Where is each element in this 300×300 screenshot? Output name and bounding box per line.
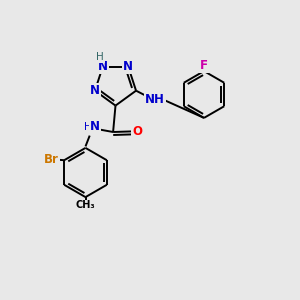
Text: N: N bbox=[90, 120, 100, 133]
Text: H: H bbox=[84, 122, 92, 132]
Text: NH: NH bbox=[145, 93, 165, 106]
Text: N: N bbox=[90, 84, 100, 97]
Text: N: N bbox=[123, 60, 133, 73]
Text: H: H bbox=[96, 52, 104, 62]
Text: N: N bbox=[98, 60, 108, 73]
Text: O: O bbox=[132, 125, 142, 138]
Text: Br: Br bbox=[44, 153, 59, 166]
Text: F: F bbox=[200, 59, 208, 72]
Text: CH₃: CH₃ bbox=[76, 200, 95, 211]
